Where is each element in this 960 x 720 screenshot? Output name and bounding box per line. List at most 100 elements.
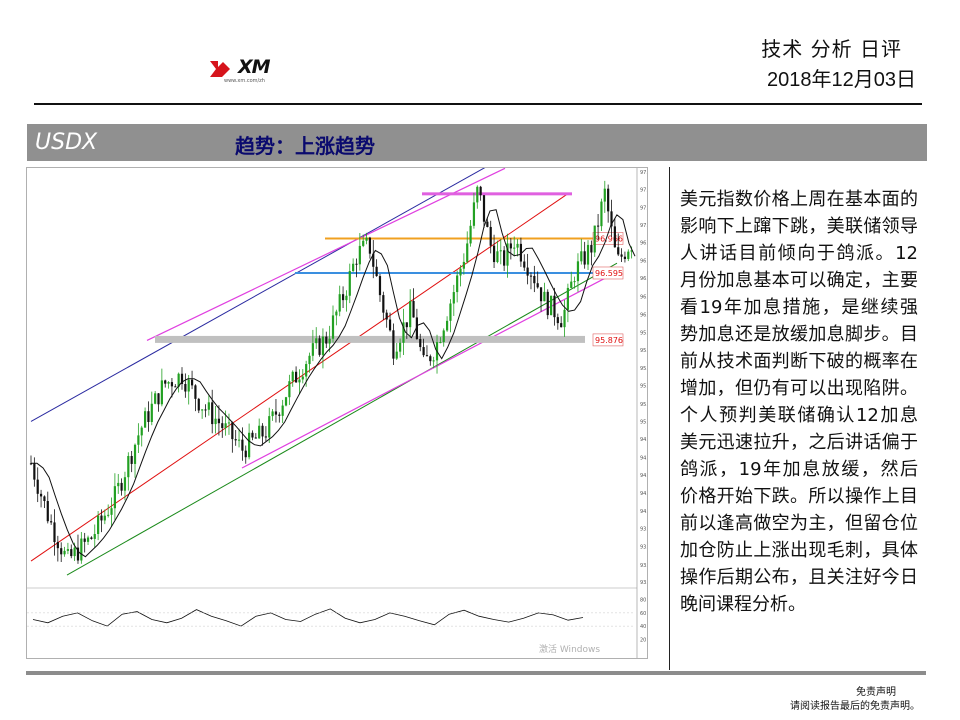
candle-body	[388, 319, 392, 331]
candle-body	[355, 263, 358, 265]
oscillator-tick-label: 20	[640, 637, 646, 643]
y-tick-label: 93.655	[640, 545, 647, 551]
candle-body	[120, 482, 123, 491]
price-chart-svg: 97.680 97.490 97.300 97.110 96.920 96.730 96.5…	[27, 160, 658, 658]
channel-upper-line	[30, 160, 498, 422]
candle-body	[321, 336, 325, 355]
candle-body	[66, 549, 70, 551]
price-level-label: 95.876	[595, 336, 623, 345]
candle-body	[623, 256, 627, 259]
candle-body	[472, 202, 476, 226]
candle-body	[375, 266, 378, 277]
candle-body	[143, 411, 147, 428]
candle-body	[412, 300, 415, 318]
candle-body	[234, 439, 237, 441]
candle-body	[432, 360, 435, 362]
trend-label: 趋势：上涨趋势	[235, 134, 375, 158]
candle-body	[50, 521, 53, 523]
candle-body	[160, 380, 163, 405]
moving-average-line	[31, 209, 636, 558]
candle-body	[214, 418, 217, 425]
disclaimer-note: 请阅读报告最后的免责声明。	[790, 701, 920, 712]
candle-body	[86, 537, 90, 542]
candle-body	[278, 414, 281, 416]
support-level-low	[155, 335, 585, 343]
candle-body	[489, 226, 492, 246]
y-tick-label: 97.300	[640, 205, 647, 211]
symbol-label: USDX	[35, 130, 98, 155]
candle-body	[224, 423, 227, 429]
candle-body	[553, 295, 556, 318]
candle-body	[201, 409, 204, 411]
candle-body	[56, 542, 59, 549]
candle-body	[251, 432, 254, 438]
candle-body	[150, 403, 153, 422]
candle-body	[107, 514, 110, 516]
candle-body	[46, 501, 49, 522]
candle-body	[244, 450, 247, 458]
y-tick-label: 96.920	[640, 241, 647, 247]
candle-body	[305, 364, 308, 377]
candle-body	[469, 225, 472, 244]
candle-body	[422, 347, 425, 356]
candle-body	[385, 312, 388, 320]
candle-body	[466, 243, 469, 262]
candle-body	[506, 243, 509, 266]
candle-body	[456, 275, 459, 293]
y-tick-label: 97.490	[640, 188, 647, 194]
candle-body	[617, 247, 620, 255]
candle-body	[325, 336, 328, 344]
candle-body	[509, 243, 512, 249]
candle-body	[177, 373, 180, 387]
candle-body	[560, 323, 563, 328]
candle-body	[496, 251, 499, 263]
candle-body	[127, 455, 130, 478]
candle-body	[533, 275, 536, 284]
candle-body	[566, 287, 569, 310]
candle-body	[395, 351, 398, 359]
candle-body	[607, 188, 610, 212]
candle-body	[80, 538, 83, 561]
candle-body	[499, 250, 502, 252]
candle-body	[164, 380, 167, 384]
candle-body	[630, 250, 633, 252]
y-tick-label: 96.150	[640, 312, 647, 318]
y-tick-label: 94.425	[640, 473, 647, 479]
y-tick-label: 93.850	[640, 526, 647, 532]
brand-name: XM	[238, 56, 271, 78]
candle-body	[76, 547, 80, 561]
candle-body	[382, 295, 385, 313]
candle-body	[556, 317, 559, 324]
candle-body	[338, 294, 341, 312]
candle-body	[291, 371, 294, 382]
candle-body	[593, 225, 596, 253]
candle-body	[174, 386, 177, 388]
candle-body	[596, 225, 600, 227]
candle-body	[264, 436, 267, 438]
candle-body	[268, 416, 271, 438]
candle-body	[348, 271, 351, 296]
candle-body	[372, 253, 375, 267]
candle-body	[110, 508, 113, 515]
analysis-text: 美元指数价格上周在基本面的影响下上蹿下跳，美联储领导人讲话目前倾向于鸽派。12月…	[680, 189, 918, 615]
candle-body	[271, 411, 274, 417]
candle-body	[73, 547, 76, 557]
candle-body	[231, 422, 234, 440]
footer-divider	[26, 671, 926, 675]
candle-body	[274, 411, 278, 415]
candle-body	[425, 355, 429, 357]
candle-body	[492, 245, 496, 263]
candle-body	[442, 330, 445, 343]
y-tick-label: 94.230	[640, 491, 647, 497]
price-label-box	[592, 333, 624, 347]
candle-body	[29, 463, 33, 465]
candle-body	[459, 268, 462, 276]
candle-body	[610, 211, 613, 227]
candle-body	[227, 422, 231, 424]
candle-body	[261, 425, 264, 437]
candle-body	[415, 317, 418, 339]
candle-body	[419, 338, 422, 348]
candle-body	[311, 343, 314, 356]
y-tick-label: 94.040	[640, 509, 647, 515]
price-chart: 97.680 97.490 97.300 97.110 96.920 96.730 96.5…	[26, 160, 658, 659]
